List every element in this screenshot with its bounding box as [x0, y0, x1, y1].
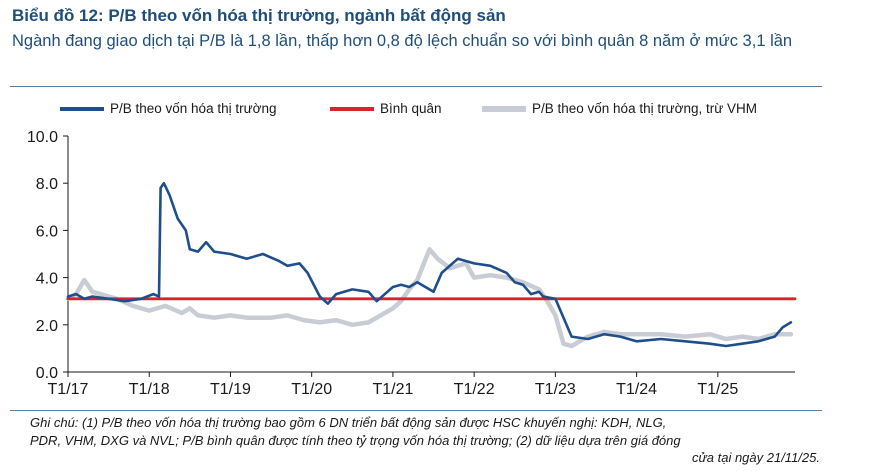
footnote-line-2: PDR, VHM, DXG và NVL; P/B bình quân được… [30, 432, 681, 448]
legend-label-main: P/B theo vốn hóa thị trường [110, 101, 277, 116]
x-tick-label: T1/23 [535, 381, 576, 398]
x-tick-label: T1/18 [129, 381, 170, 398]
legend-label-ex-vhm: P/B theo vốn hóa thị trường, trừ VHM [532, 101, 758, 116]
legend-item-avg: Bình quân [330, 101, 442, 116]
footnote-line-1: Ghi chú: (1) P/B theo vốn hóa thị trường… [30, 415, 667, 430]
x-tick-label: T1/17 [48, 381, 89, 398]
legend-item-ex-vhm: P/B theo vốn hóa thị trường, trừ VHM [482, 101, 757, 116]
legend: P/B theo vốn hóa thị trường Bình quân P/… [0, 101, 874, 121]
y-tick-label: 0.0 [36, 365, 58, 382]
footnote-line-3: cửa tại ngày 21/11/25. [692, 450, 820, 465]
footnote-divider [10, 410, 822, 411]
legend-label-avg: Bình quân [380, 101, 442, 116]
y-tick-label: 6.0 [36, 223, 58, 240]
y-tick-label: 10.0 [27, 129, 58, 146]
chart-subtitle: Ngành đang giao dịch tại P/B là 1,8 lần,… [12, 32, 793, 50]
legend-swatch-main [60, 106, 104, 111]
x-tick-label: T1/19 [210, 381, 251, 398]
legend-swatch-ex-vhm [482, 105, 526, 112]
y-tick-label: 4.0 [36, 271, 58, 288]
x-tick-label: T1/20 [291, 381, 332, 398]
pb-line-chart: 10.0 8.0 6.0 4.0 2.0 0.0T1/17 T1/18 T1/19 T1/20 T… [27, 129, 797, 398]
chart-title: Biểu đồ 12: P/B theo vốn hóa thị trường,… [12, 6, 506, 25]
x-tick-label: T1/25 [697, 381, 738, 398]
legend-item-main: P/B theo vốn hóa thị trường [60, 101, 277, 116]
header-divider [10, 86, 822, 87]
x-tick-label: T1/24 [616, 381, 657, 398]
x-tick-label: T1/21 [372, 381, 413, 398]
y-tick-label: 2.0 [36, 318, 58, 335]
footnote: Ghi chú: (1) P/B theo vốn hóa thị trường… [30, 414, 820, 467]
series-line-main [66, 181, 793, 348]
x-tick-label: T1/22 [454, 381, 495, 398]
y-tick-label: 8.0 [36, 176, 58, 193]
legend-swatch-avg [330, 106, 374, 111]
